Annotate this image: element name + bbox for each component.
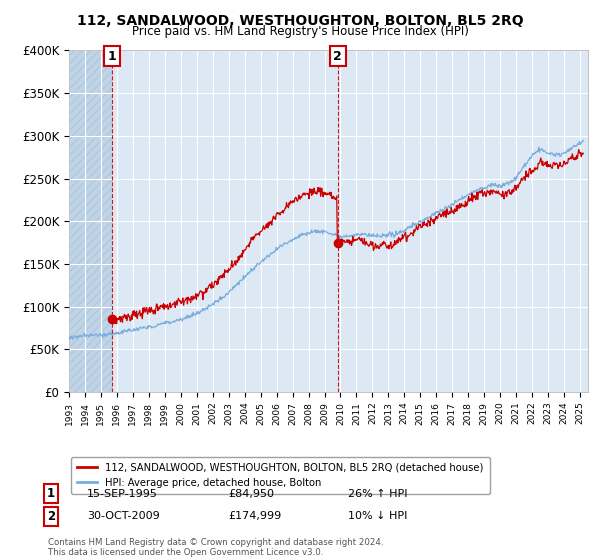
Text: 15-SEP-1995: 15-SEP-1995 — [87, 489, 158, 499]
Text: 30-OCT-2009: 30-OCT-2009 — [87, 511, 160, 521]
Text: Price paid vs. HM Land Registry's House Price Index (HPI): Price paid vs. HM Land Registry's House … — [131, 25, 469, 38]
Text: 26% ↑ HPI: 26% ↑ HPI — [348, 489, 407, 499]
Legend: 112, SANDALWOOD, WESTHOUGHTON, BOLTON, BL5 2RQ (detached house), HPI: Average pr: 112, SANDALWOOD, WESTHOUGHTON, BOLTON, B… — [71, 457, 490, 494]
Text: 1: 1 — [108, 50, 116, 63]
Text: £174,999: £174,999 — [228, 511, 281, 521]
Text: 1: 1 — [47, 487, 55, 501]
Text: 10% ↓ HPI: 10% ↓ HPI — [348, 511, 407, 521]
Text: £84,950: £84,950 — [228, 489, 274, 499]
Text: 112, SANDALWOOD, WESTHOUGHTON, BOLTON, BL5 2RQ: 112, SANDALWOOD, WESTHOUGHTON, BOLTON, B… — [77, 14, 523, 28]
Text: 2: 2 — [47, 510, 55, 523]
Text: 2: 2 — [334, 50, 342, 63]
Text: Contains HM Land Registry data © Crown copyright and database right 2024.
This d: Contains HM Land Registry data © Crown c… — [48, 538, 383, 557]
Bar — [69, 50, 112, 392]
